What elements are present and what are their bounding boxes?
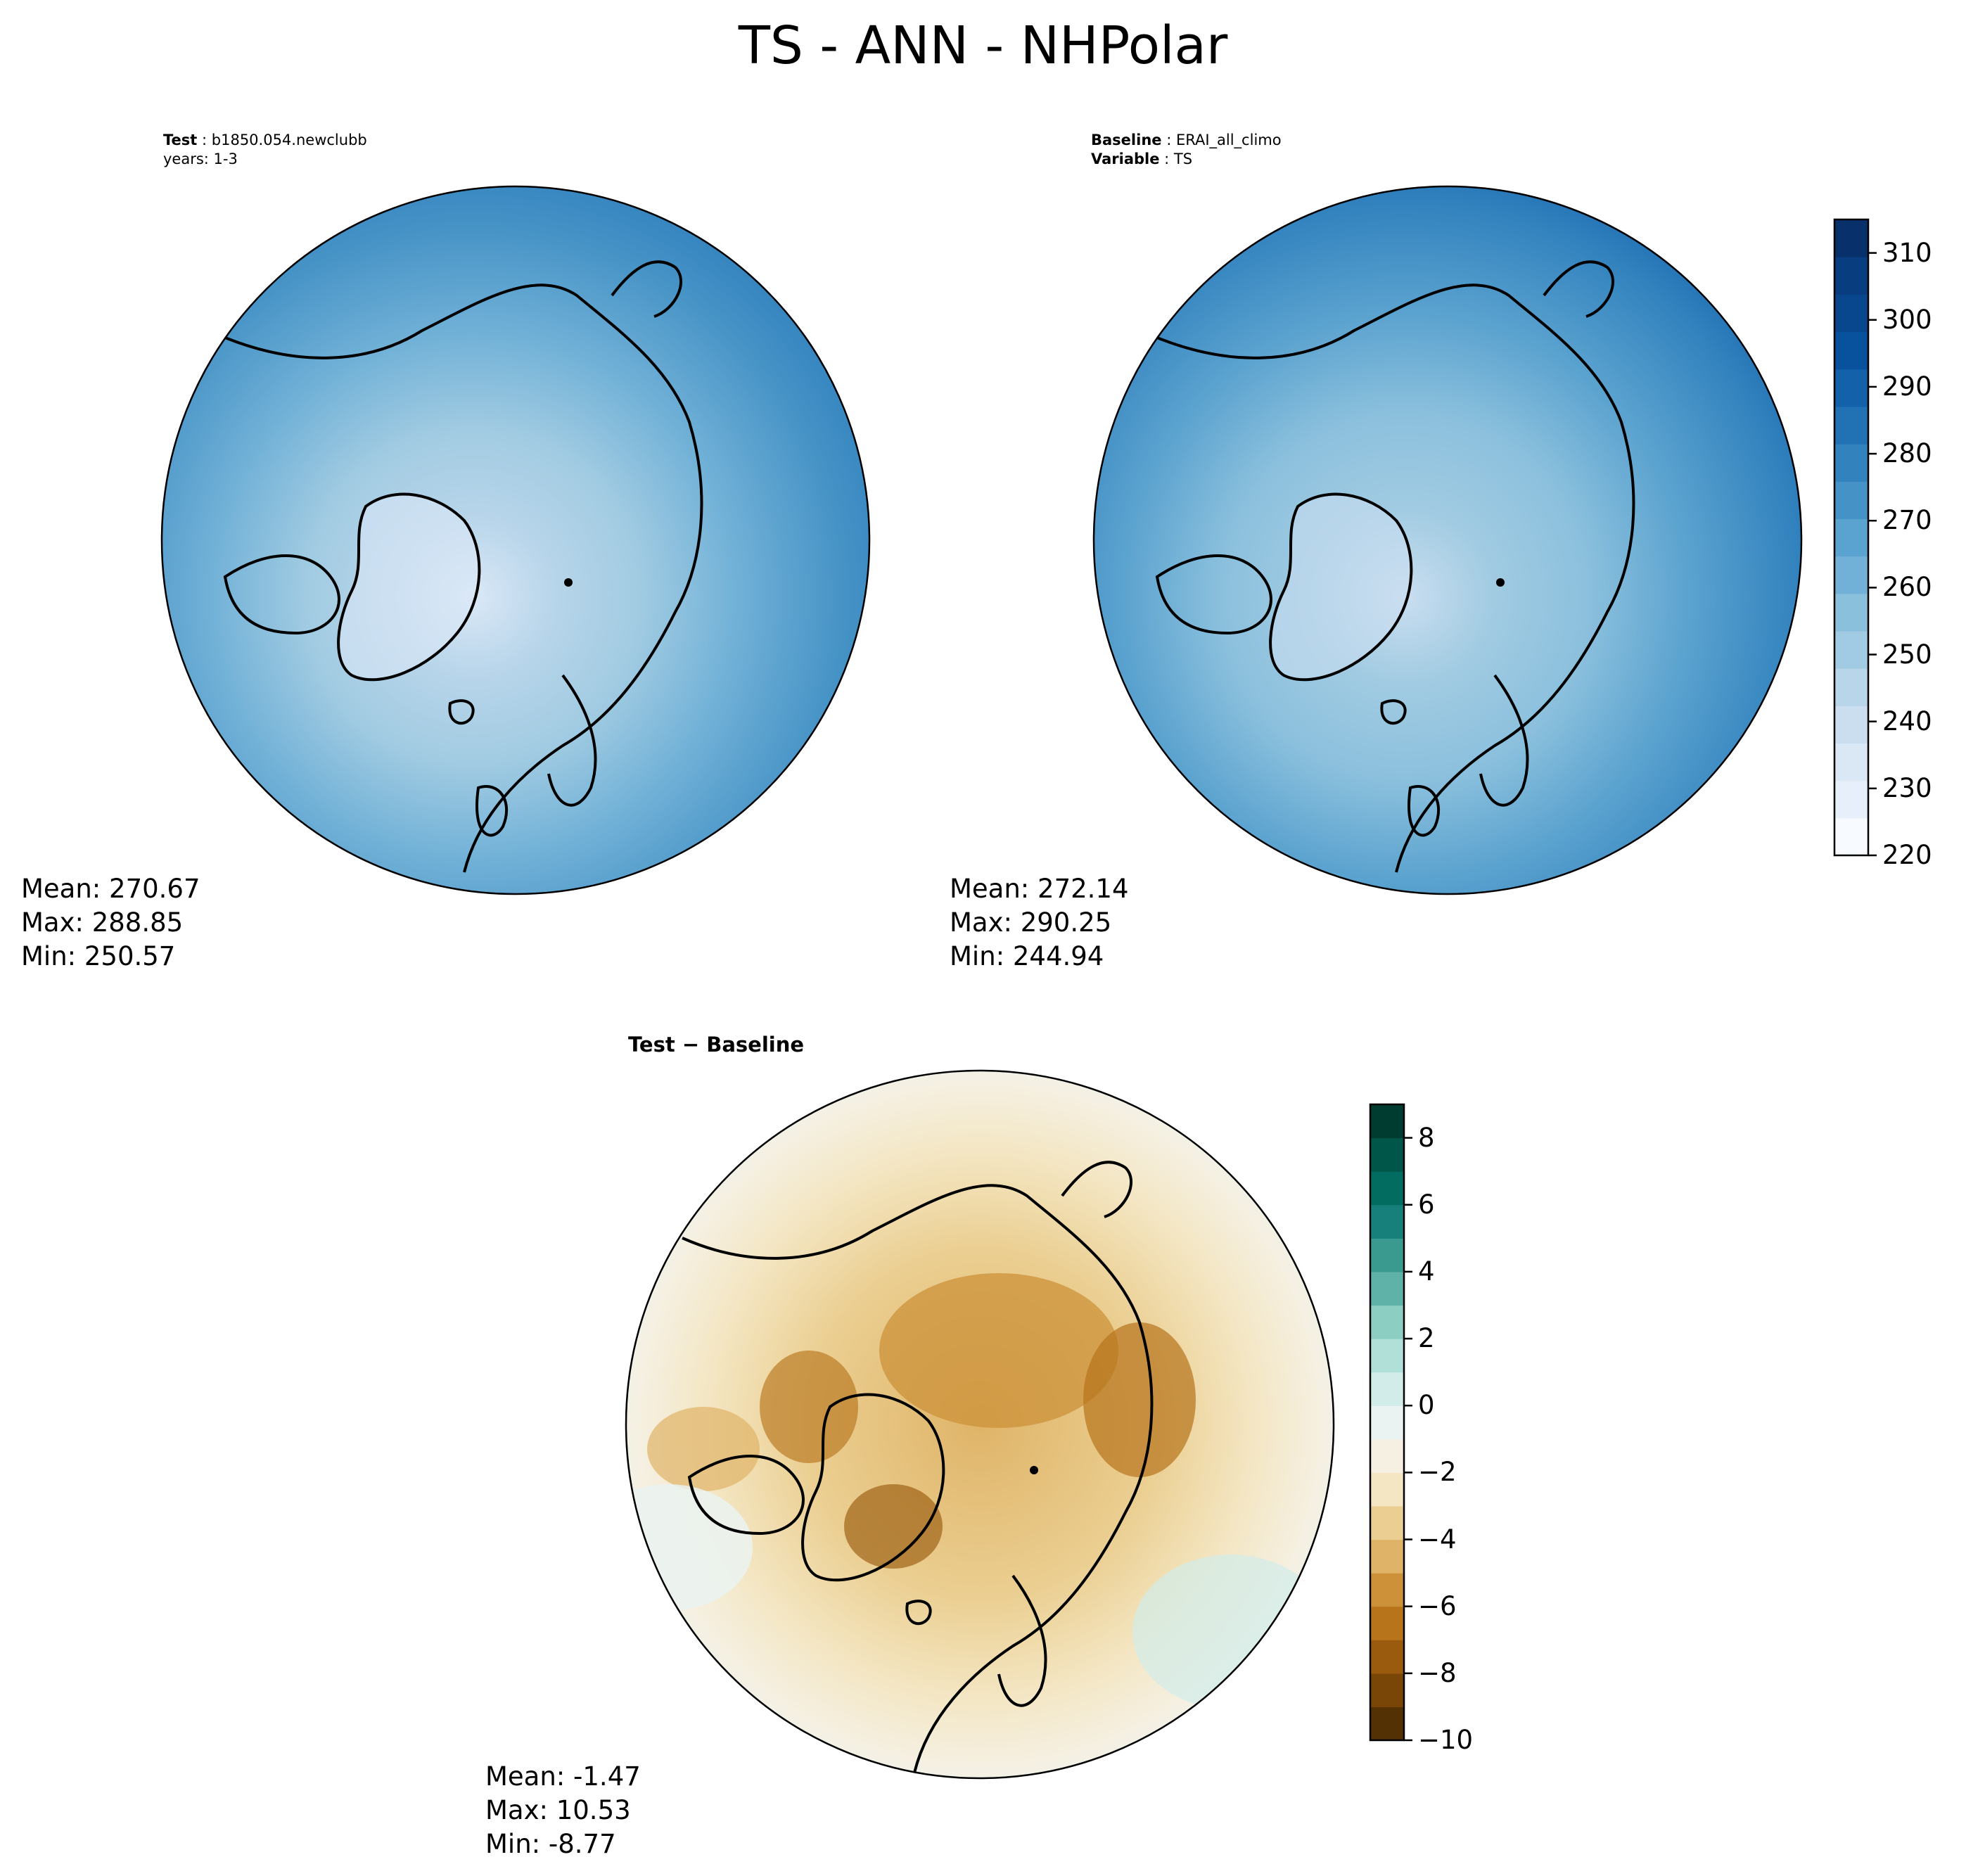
baseline-max: Max: 290.25 bbox=[950, 907, 1112, 938]
diff-stats: Mean: -1.47 Max: 10.53 Min: -8.77 bbox=[485, 1760, 641, 1861]
variable-label-key: Variable bbox=[1091, 151, 1160, 167]
colorbar-segment bbox=[1834, 294, 1868, 333]
cb-main-tick-240: 240 bbox=[1882, 706, 1932, 736]
test-max: Max: 288.85 bbox=[21, 907, 184, 938]
colorbar-segment bbox=[1370, 1640, 1404, 1674]
colorbar-segment bbox=[1834, 668, 1868, 706]
cb-diff-tick-m6: −6 bbox=[1418, 1590, 1457, 1621]
colorbar-segment bbox=[1370, 1706, 1404, 1741]
test-coastlines bbox=[223, 260, 703, 873]
test-label: Test : b1850.054.newclubb years: 1-3 bbox=[163, 132, 367, 167]
colorbar-frame bbox=[1369, 1103, 1405, 1742]
colorbar-segment bbox=[1834, 556, 1868, 594]
cb-main-tick-310: 310 bbox=[1882, 237, 1932, 268]
diff-max: Max: 10.53 bbox=[485, 1795, 631, 1825]
colorbar-segment bbox=[1370, 1238, 1404, 1272]
test-map bbox=[160, 185, 871, 895]
colorbar-segment bbox=[1370, 1573, 1404, 1607]
cb-diff-tick-2: 2 bbox=[1418, 1323, 1435, 1354]
colorbar-segment bbox=[1370, 1606, 1404, 1640]
cb-main-tick-290: 290 bbox=[1882, 371, 1932, 402]
cb-main-tick-280: 280 bbox=[1882, 438, 1932, 469]
cb-diff-tick-m8: −8 bbox=[1418, 1657, 1457, 1688]
colorbar-segment bbox=[1834, 406, 1868, 445]
colorbar-segment bbox=[1834, 706, 1868, 744]
colorbar-segment bbox=[1370, 1372, 1404, 1406]
colorbar-segment bbox=[1834, 481, 1868, 520]
test-label-key: Test bbox=[163, 132, 198, 148]
baseline-label-key: Baseline bbox=[1091, 132, 1162, 148]
baseline-label: Baseline : ERAI_all_climo Variable : TS bbox=[1091, 132, 1282, 167]
test-years: years: 1-3 bbox=[163, 151, 238, 167]
colorbar-segment bbox=[1834, 518, 1868, 557]
colorbar-segment bbox=[1834, 743, 1868, 781]
diff-mean: Mean: -1.47 bbox=[485, 1761, 641, 1792]
colorbar-segment bbox=[1370, 1271, 1404, 1306]
colorbar-segment bbox=[1834, 369, 1868, 407]
colorbar-segment bbox=[1370, 1405, 1404, 1440]
colorbar-segment bbox=[1834, 219, 1868, 257]
diff-min: Min: -8.77 bbox=[485, 1829, 616, 1859]
baseline-coastlines bbox=[1155, 260, 1635, 873]
cb-main-tick-230: 230 bbox=[1882, 772, 1932, 803]
colorbar-segment bbox=[1370, 1137, 1404, 1172]
cb-diff-tick-8: 8 bbox=[1418, 1122, 1435, 1153]
colorbar-segment bbox=[1834, 593, 1868, 632]
colorbar-segment bbox=[1370, 1539, 1404, 1574]
baseline-min: Min: 244.94 bbox=[950, 941, 1104, 971]
colorbar-segment bbox=[1370, 1171, 1404, 1206]
colorbar-segment bbox=[1834, 331, 1868, 370]
baseline-mean: Mean: 272.14 bbox=[950, 874, 1129, 904]
colorbar-segment bbox=[1834, 257, 1868, 295]
colorbar-segment bbox=[1834, 780, 1868, 819]
colorbar-segment bbox=[1834, 630, 1868, 669]
test-label-value: b1850.054.newclubb bbox=[211, 132, 367, 148]
variable-label-value: TS bbox=[1173, 151, 1193, 167]
baseline-label-value: ERAI_all_climo bbox=[1175, 132, 1282, 148]
cb-diff-tick-m4: −4 bbox=[1418, 1524, 1457, 1555]
colorbar-segment bbox=[1370, 1104, 1404, 1139]
cb-main-tick-300: 300 bbox=[1882, 304, 1932, 335]
colorbar-segment bbox=[1370, 1505, 1404, 1540]
test-min: Min: 250.57 bbox=[21, 941, 176, 971]
cb-main-tick-220: 220 bbox=[1882, 840, 1932, 870]
cb-diff-tick-m2: −2 bbox=[1418, 1457, 1457, 1488]
cb-main-tick-260: 260 bbox=[1882, 572, 1932, 603]
colorbar-segment bbox=[1834, 444, 1868, 482]
cb-main-tick-270: 270 bbox=[1882, 505, 1932, 536]
colorbar-segment bbox=[1370, 1305, 1404, 1339]
test-stats: Mean: 270.67 Max: 288.85 Min: 250.57 bbox=[21, 872, 200, 974]
colorbar-segment bbox=[1370, 1204, 1404, 1239]
baseline-map bbox=[1092, 185, 1803, 895]
baseline-stats: Mean: 272.14 Max: 290.25 Min: 244.94 bbox=[950, 872, 1129, 974]
colorbar-segment bbox=[1370, 1339, 1404, 1373]
cb-diff-tick-m10: −10 bbox=[1418, 1725, 1474, 1755]
colorbar-segment bbox=[1370, 1472, 1404, 1507]
figure-title: TS - ANN - NHPolar bbox=[738, 15, 1228, 76]
test-mean: Mean: 270.67 bbox=[21, 874, 200, 904]
colorbar-segment bbox=[1370, 1438, 1404, 1473]
colorbar-diff bbox=[1369, 1103, 1412, 1742]
cb-diff-tick-4: 4 bbox=[1418, 1256, 1435, 1287]
colorbar-frame bbox=[1833, 218, 1870, 857]
difference-anomalies bbox=[626, 1161, 1329, 1773]
colorbar-main bbox=[1833, 218, 1877, 857]
cb-main-tick-250: 250 bbox=[1882, 639, 1932, 670]
cb-diff-tick-6: 6 bbox=[1418, 1189, 1435, 1220]
cb-diff-tick-0: 0 bbox=[1418, 1390, 1435, 1421]
difference-map bbox=[625, 1069, 1335, 1780]
difference-title: Test − Baseline bbox=[628, 1033, 805, 1057]
colorbar-segment bbox=[1834, 817, 1868, 856]
colorbar-segment bbox=[1370, 1673, 1404, 1708]
